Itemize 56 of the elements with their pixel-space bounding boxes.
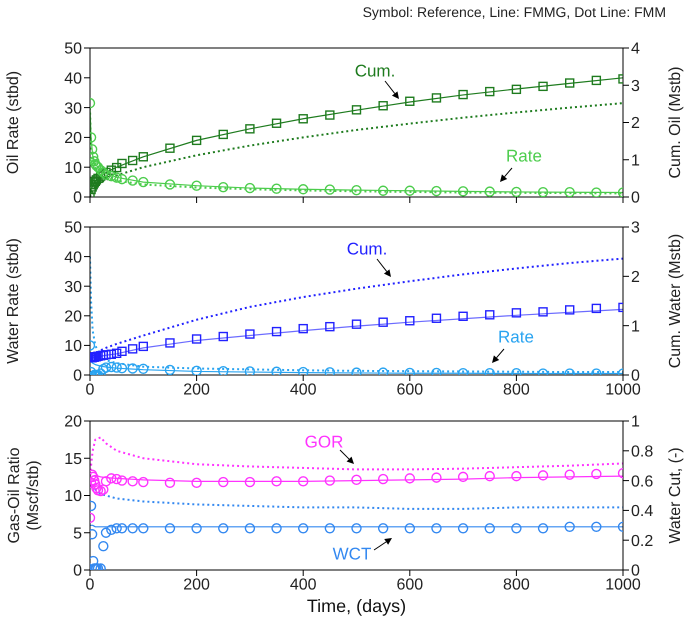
y2-tick-label: 2 [631,115,640,132]
y-tick-label: 40 [64,70,82,88]
y2-axis-title: Cum. Oil (Mstb) [667,66,684,178]
y2-tick-label: 3 [631,78,640,95]
y-tick-label: 10 [64,488,82,506]
y-tick-label: 50 [64,220,82,237]
y2-tick-label: 4 [631,40,640,58]
y-tick-label: 0 [73,562,82,580]
annotation: GOR [304,432,344,452]
annotation: Rate [498,328,534,346]
y-tick-label: 20 [64,308,82,326]
y2-tick-label: 3 [631,220,640,237]
x-tick-label: 0 [86,381,95,398]
x-tick-label: 400 [290,381,317,398]
y2-tick-label: 1 [631,414,640,431]
x-tick-label: 600 [396,381,424,398]
y2-axis-title: Cum. Water (Mstb) [667,234,684,368]
y-tick-label: 10 [64,160,82,177]
annotation: Rate [506,146,542,166]
y-tick-label: 15 [64,450,82,468]
chart-title: Symbol: Reference, Line: FMMG, Dot Line: FMM [362,4,666,20]
y-tick-label: 20 [64,130,82,148]
x-tick-label: 400 [290,576,317,594]
y2-axis-title: Water Cut, (-) [667,447,684,544]
y-tick-label: 0 [73,368,82,385]
y-axis-title: Water Rate (stbd) [5,238,22,364]
x-tick-label: 800 [503,381,530,398]
y-axis-title: Oil Rate (stbd) [5,70,22,174]
x-tick-label: 200 [183,576,210,594]
y-tick-label: 30 [64,278,82,296]
annotation: WCT [332,544,372,564]
y-tick-label: 10 [64,338,82,356]
x-tick-label: 800 [503,576,530,594]
y-axis-title: Gas-Oil Ratio (Mscf/stb) [6,447,42,544]
annotation: Cum. [346,240,388,258]
y-tick-label: 20 [64,414,82,431]
x-tick-label: 1000 [605,381,641,398]
y2-tick-label: 1 [631,152,640,170]
y2-tick-label: 0 [631,190,640,207]
y-tick-label: 30 [64,100,82,118]
y2-tick-label: 0.2 [631,532,654,550]
x-tick-label: 600 [396,576,424,594]
annotation: Cum. [354,62,396,80]
x-axis-title: Time, (days) [306,596,406,616]
y-tick-label: 50 [64,40,82,58]
y-tick-label: 0 [73,190,82,207]
x-tick-label: 1000 [605,576,641,594]
y2-tick-label: 0.6 [631,473,654,490]
y2-tick-label: 0.4 [631,503,654,520]
x-tick-label: 200 [183,381,210,398]
y2-tick-label: 1 [631,318,640,336]
y2-tick-label: 2 [631,269,640,286]
y-tick-label: 5 [73,525,82,542]
x-tick-label: 0 [86,576,95,594]
y-tick-label: 40 [64,249,82,266]
y2-tick-label: 0.8 [631,443,654,460]
